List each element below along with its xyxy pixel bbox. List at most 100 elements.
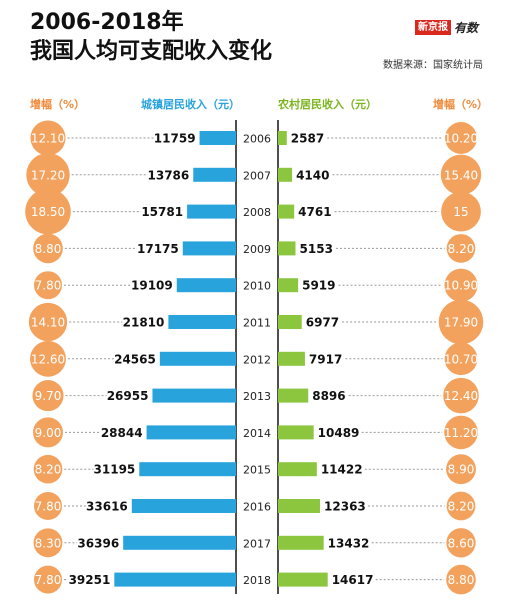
urban-income-bar <box>182 241 236 256</box>
urban-income-bar <box>168 315 236 329</box>
urban-growth-circle <box>30 340 66 377</box>
year-label: 2018 <box>243 574 271 587</box>
rural-growth-circle <box>444 415 478 450</box>
rural-income-label: 10489 <box>318 426 360 440</box>
chart-title-line1: 2006-2018年 <box>30 10 184 35</box>
year-label: 2015 <box>243 464 271 477</box>
rural-growth-label: 15.40 <box>444 168 478 182</box>
rural-income-label: 7917 <box>309 352 342 366</box>
urban-income-label: 15781 <box>141 205 183 219</box>
rural-income-bar <box>278 167 293 182</box>
urban-income-bar <box>199 131 236 145</box>
urban-income-bar <box>146 425 236 440</box>
rural-income-label: 12363 <box>324 500 366 514</box>
year-label: 2010 <box>243 280 271 293</box>
urban-growth-circle <box>32 380 64 412</box>
urban-income-label: 19109 <box>131 279 173 293</box>
urban-income-label: 21810 <box>123 316 165 330</box>
rural-income-label: 2587 <box>291 132 324 146</box>
urban-income-bar <box>187 204 236 219</box>
urban-income-bar <box>139 462 236 477</box>
rural-growth-label: 8.60 <box>448 536 475 550</box>
rural-growth-circle <box>444 268 478 302</box>
rural-income-bar <box>278 278 299 293</box>
rural-growth-label: 12.40 <box>444 389 478 403</box>
rural-income-label: 6977 <box>306 316 339 330</box>
urban-growth-label: 17.20 <box>31 168 65 182</box>
urban-income-header: 城镇居民收入（元） <box>141 98 240 111</box>
urban-growth-circle <box>26 153 70 197</box>
rural-income-bar <box>278 388 309 403</box>
urban-growth-circle <box>33 528 63 558</box>
urban-income-bar <box>193 167 236 182</box>
chart-title-line2: 我国人均可支配收入变化 <box>30 39 273 64</box>
urban-income-bar <box>114 572 236 587</box>
year-label: 2008 <box>243 206 271 219</box>
urban-income-label: 36396 <box>77 536 119 550</box>
urban-income-bar <box>159 351 236 366</box>
year-label: 2009 <box>243 243 271 256</box>
data-source: 数据来源：国家统计局 <box>383 60 483 71</box>
urban-growth-circle <box>28 302 68 342</box>
rural-growth-label: 11.20 <box>444 426 478 440</box>
rural-growth-circle <box>445 122 477 154</box>
rural-growth-circle <box>446 454 476 485</box>
urban-growth-label: 18.50 <box>31 205 65 219</box>
year-label: 2013 <box>243 390 271 403</box>
urban-income-label: 26955 <box>107 389 149 403</box>
rural-growth-label: 10.90 <box>444 279 478 293</box>
rural-income-bar <box>278 572 328 587</box>
brand-logo-script: 有数 <box>454 21 479 35</box>
rural-growth-circle <box>446 491 476 521</box>
urban-income-label: 17175 <box>137 242 179 256</box>
rural-growth-header: 增幅（%） <box>432 98 488 111</box>
rural-growth-circle <box>441 191 481 232</box>
rural-income-bar <box>278 241 296 256</box>
rural-income-header: 农村居民收入（元） <box>278 98 377 111</box>
rural-income-label: 5919 <box>302 279 335 293</box>
rural-growth-circle <box>440 154 482 196</box>
brand-logo: 新京报 有数 <box>415 20 478 35</box>
rural-income-label: 4761 <box>298 205 331 219</box>
urban-income-label: 33616 <box>86 500 128 514</box>
urban-growth-label: 9.70 <box>35 389 62 403</box>
year-label: 2016 <box>243 501 271 514</box>
urban-growth-circle <box>34 271 62 300</box>
rural-income-label: 13432 <box>328 536 370 550</box>
rural-income-bar <box>278 204 295 219</box>
rural-growth-label: 8.20 <box>448 242 475 256</box>
rural-growth-circle <box>444 342 478 376</box>
rural-income-label: 4140 <box>296 168 329 182</box>
rural-income-label: 11422 <box>321 463 363 477</box>
rural-income-bar <box>278 462 317 477</box>
rural-growth-circle <box>446 528 476 558</box>
urban-growth-circle <box>34 565 62 594</box>
urban-income-label: 28844 <box>101 426 143 440</box>
rural-growth-label: 8.90 <box>448 463 475 477</box>
rural-income-bar <box>278 131 287 145</box>
urban-growth-circle <box>33 454 63 484</box>
year-label: 2017 <box>243 537 271 550</box>
brand-logo-box: 新京报 <box>415 20 451 35</box>
urban-growth-label: 12.10 <box>31 132 65 146</box>
urban-income-bar <box>176 278 236 293</box>
urban-growth-label: 8.30 <box>35 536 62 550</box>
urban-growth-label: 7.80 <box>35 500 62 514</box>
year-label: 2012 <box>243 353 271 366</box>
urban-income-bar <box>123 535 236 550</box>
urban-growth-label: 8.80 <box>35 242 62 256</box>
rural-growth-label: 8.80 <box>448 573 475 587</box>
urban-growth-label: 8.20 <box>35 463 62 477</box>
year-label: 2006 <box>243 133 271 146</box>
urban-growth-header: 增幅（%） <box>30 98 86 111</box>
rural-growth-circle <box>446 564 476 595</box>
rural-income-label: 5153 <box>300 242 333 256</box>
rural-growth-label: 10.20 <box>444 132 478 146</box>
rural-income-bar <box>278 535 324 550</box>
urban-growth-circle <box>30 120 66 156</box>
rural-growth-label: 17.90 <box>444 316 478 330</box>
year-label: 2007 <box>243 169 271 182</box>
rural-growth-circle <box>443 377 479 414</box>
urban-growth-circle <box>33 233 63 264</box>
